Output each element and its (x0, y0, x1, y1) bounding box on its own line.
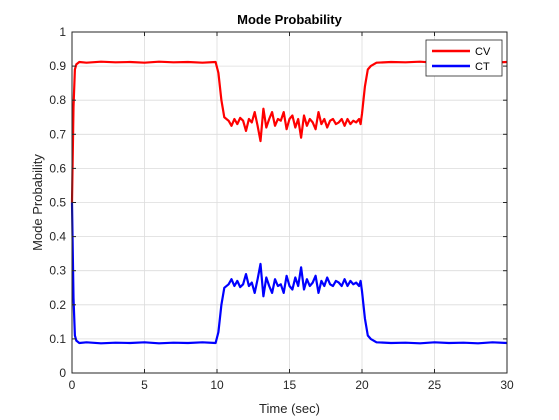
legend-label-ct: CT (475, 61, 490, 73)
x-tick-label: 15 (283, 378, 297, 392)
y-tick-label: 0.7 (49, 127, 66, 141)
x-axis-label: Time (sec) (259, 401, 320, 416)
y-tick-label: 0.5 (49, 196, 66, 210)
y-tick-label: 0.8 (49, 93, 66, 107)
legend: CV CT (426, 40, 502, 76)
y-tick-label: 0.4 (49, 230, 66, 244)
y-tick-label: 0.9 (49, 59, 66, 73)
x-tick-label: 30 (500, 378, 514, 392)
y-tick-label: 0.2 (49, 298, 66, 312)
x-tick-label: 20 (355, 378, 369, 392)
legend-label-cv: CV (475, 46, 491, 58)
y-tick-label: 0 (59, 366, 66, 380)
y-tick-label: 0.6 (49, 161, 66, 175)
x-tick-label: 10 (210, 378, 224, 392)
y-axis-label: Mode Probability (30, 154, 45, 251)
x-tick-label: 0 (69, 378, 76, 392)
y-tick-label: 0.3 (49, 264, 66, 278)
y-tick-label: 0.1 (49, 332, 66, 346)
legend-box (426, 40, 502, 76)
x-tick-label: 25 (428, 378, 442, 392)
x-tick-label: 5 (141, 378, 148, 392)
chart-title: Mode Probability (237, 12, 343, 27)
y-tick-label: 1 (59, 25, 66, 39)
